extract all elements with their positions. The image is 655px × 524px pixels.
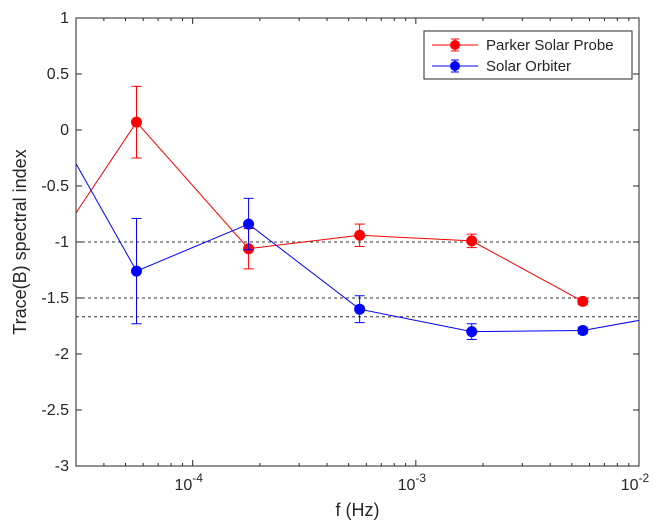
x-axis-title: f (Hz) bbox=[336, 500, 380, 520]
reference-lines bbox=[76, 241, 639, 318]
series-line bbox=[75, 121, 584, 302]
y-tick-label: -2.5 bbox=[41, 402, 69, 419]
y-tick-label: -0.5 bbox=[41, 178, 69, 195]
legend-marker bbox=[450, 61, 460, 71]
y-tick-label: -3 bbox=[55, 458, 69, 475]
x-tick-label: 10-3 bbox=[398, 471, 427, 494]
data-point bbox=[577, 324, 589, 336]
y-tick-label: 1 bbox=[60, 10, 69, 27]
series-layer bbox=[75, 85, 640, 340]
y-tick-label: 0.5 bbox=[47, 66, 69, 83]
series-1 bbox=[75, 163, 640, 340]
data-point bbox=[130, 265, 142, 277]
legend: Parker Solar Probe Solar Orbiter bbox=[423, 30, 633, 80]
data-point bbox=[243, 218, 255, 230]
data-point bbox=[130, 116, 142, 128]
legend-marker bbox=[450, 40, 460, 50]
y-tick-label: -2 bbox=[55, 346, 69, 363]
y-tick-label: 0 bbox=[60, 122, 69, 139]
y-tick-label: -1 bbox=[55, 234, 69, 251]
data-point bbox=[577, 295, 589, 307]
data-point bbox=[466, 326, 478, 338]
legend-label: Parker Solar Probe bbox=[486, 37, 614, 54]
y-tick-label: -1.5 bbox=[41, 290, 69, 307]
data-point bbox=[354, 229, 366, 241]
data-point bbox=[466, 235, 478, 247]
x-tick-label: 10-4 bbox=[174, 471, 203, 494]
y-axis-title: Trace(B) spectral index bbox=[10, 149, 30, 334]
data-point bbox=[354, 303, 366, 315]
x-tick-label: 10-2 bbox=[621, 471, 650, 494]
axis-ticks: 1 0.5 0 -0.5 -1 -1.5 -2 -2.5 -3 10-4 10-3 10-2 bbox=[41, 10, 649, 494]
legend-label: Solar Orbiter bbox=[486, 58, 571, 75]
